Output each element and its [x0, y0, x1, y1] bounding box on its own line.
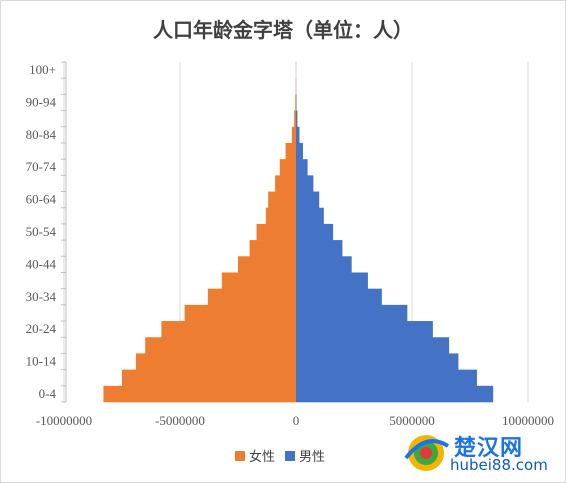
bar-男性-60-64: [296, 191, 320, 209]
legend-swatch: [285, 451, 295, 461]
bar-男性-45-49: [296, 240, 343, 257]
watermark-title: 楚汉网: [454, 436, 524, 461]
bar-男性-55-59: [296, 207, 324, 225]
y-tick-label: 30-34: [26, 289, 57, 304]
bar-男性-30-34: [296, 288, 382, 306]
bar-男性-20-24: [296, 321, 433, 338]
y-tick-label: 60-64: [26, 192, 57, 207]
x-tick-label: 0: [293, 413, 300, 428]
bar-女性-10-14: [135, 353, 296, 370]
bar-女性-70-74: [279, 159, 296, 176]
bar-男性-5-9: [296, 369, 477, 387]
x-tick-label: 5000000: [389, 413, 435, 428]
bar-女性-0-4: [103, 385, 296, 403]
bar-女性-50-54: [256, 223, 296, 241]
bar-男性-75-79: [296, 142, 303, 160]
y-tick-label: 0-4: [39, 386, 57, 401]
y-tick-label: 40-44: [26, 256, 57, 271]
bar-女性-40-44: [238, 256, 296, 273]
legend-swatch: [235, 451, 245, 461]
bar-女性-45-49: [249, 240, 296, 257]
bars: [103, 62, 494, 403]
watermark: 楚汉网 hubei88.com: [398, 428, 564, 480]
bar-女性-65-69: [275, 175, 296, 192]
bar-女性-35-39: [221, 272, 296, 289]
bar-男性-65-69: [296, 175, 314, 192]
legend-label: 女性: [249, 449, 275, 465]
bar-男性-50-54: [296, 223, 334, 241]
bar-男性-0-4: [296, 385, 494, 403]
bar-女性-30-34: [207, 288, 296, 306]
bar-女性-75-79: [285, 142, 296, 160]
bar-男性-10-14: [296, 353, 459, 370]
bar-女性-5-9: [122, 369, 296, 387]
legend-label: 男性: [299, 450, 325, 465]
y-tick-label: 70-74: [26, 159, 57, 174]
watermark-logo-icon: [404, 435, 450, 471]
x-tick-label: -10000000: [36, 413, 92, 428]
x-tick-label: -5000000: [155, 413, 205, 428]
y-tick-label: 20-24: [26, 321, 57, 336]
bar-女性-15-19: [145, 337, 296, 354]
legend: 女性 男性: [235, 449, 325, 465]
y-tick-label: 100+: [29, 62, 56, 77]
bar-女性-85-89: [294, 110, 296, 128]
y-tick-label: 50-54: [26, 224, 57, 239]
watermark-url: hubei88.com: [450, 456, 548, 474]
bar-男性-25-29: [296, 304, 408, 322]
bar-女性-60-64: [268, 191, 296, 209]
chart-title: 人口年龄金字塔（单位：人）: [153, 18, 413, 42]
y-tick-label: 10-14: [26, 354, 57, 369]
y-tick-label: 90-94: [26, 94, 57, 109]
bar-女性-90-94: [295, 94, 296, 111]
bar-女性-20-24: [161, 321, 296, 338]
bar-男性-85-89: [296, 110, 298, 128]
bar-男性-40-44: [296, 256, 352, 273]
axes: -10000000 -5000000 0 5000000 10000000 100+ 90-…: [26, 61, 554, 428]
y-tick-label: 80-84: [26, 127, 57, 142]
bar-男性-15-19: [296, 337, 450, 354]
bar-女性-80-84: [291, 126, 296, 144]
bar-男性-70-74: [296, 159, 308, 176]
bar-男性-80-84: [296, 126, 300, 144]
x-tick-label: 10000000: [502, 413, 554, 428]
bar-女性-25-29: [184, 304, 296, 322]
bar-男性-35-39: [296, 272, 368, 289]
bar-女性-55-59: [265, 207, 296, 225]
